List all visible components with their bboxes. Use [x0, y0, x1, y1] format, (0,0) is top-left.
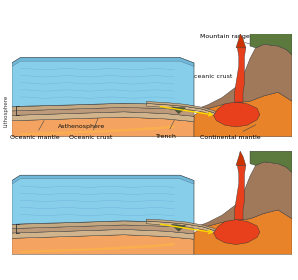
- Text: Oceanic crust: Oceanic crust: [189, 74, 232, 79]
- Polygon shape: [235, 48, 246, 102]
- Polygon shape: [12, 221, 194, 228]
- Polygon shape: [214, 220, 260, 244]
- Polygon shape: [12, 58, 194, 107]
- Polygon shape: [236, 34, 246, 48]
- Polygon shape: [12, 235, 194, 254]
- Polygon shape: [12, 117, 194, 137]
- Polygon shape: [12, 175, 194, 225]
- Polygon shape: [12, 58, 194, 66]
- Polygon shape: [194, 210, 292, 254]
- Text: Continental mantle: Continental mantle: [200, 125, 261, 140]
- Polygon shape: [146, 102, 222, 117]
- Polygon shape: [12, 225, 194, 234]
- Polygon shape: [20, 243, 174, 253]
- Polygon shape: [146, 221, 222, 237]
- Text: Oceanic crust: Oceanic crust: [69, 112, 112, 140]
- Text: Trench: Trench: [156, 114, 177, 139]
- Text: Lithosphere: Lithosphere: [4, 95, 9, 127]
- Polygon shape: [194, 92, 292, 137]
- Polygon shape: [12, 112, 194, 122]
- Polygon shape: [172, 107, 186, 114]
- Text: Magma: Magma: [225, 111, 250, 116]
- Polygon shape: [12, 175, 194, 184]
- Polygon shape: [250, 34, 292, 55]
- Polygon shape: [12, 107, 194, 116]
- Polygon shape: [194, 44, 292, 110]
- Polygon shape: [235, 165, 246, 220]
- Polygon shape: [236, 151, 246, 165]
- Polygon shape: [20, 125, 174, 135]
- Polygon shape: [12, 229, 194, 239]
- Polygon shape: [12, 103, 194, 111]
- Polygon shape: [194, 162, 292, 228]
- Polygon shape: [146, 219, 222, 235]
- Polygon shape: [250, 151, 292, 172]
- Text: Oceanic mantle: Oceanic mantle: [10, 120, 59, 140]
- Polygon shape: [172, 225, 186, 231]
- Polygon shape: [214, 102, 260, 127]
- Polygon shape: [146, 104, 222, 120]
- Text: Asthenosphere: Asthenosphere: [58, 124, 105, 129]
- Text: Mountain range: Mountain range: [200, 34, 257, 46]
